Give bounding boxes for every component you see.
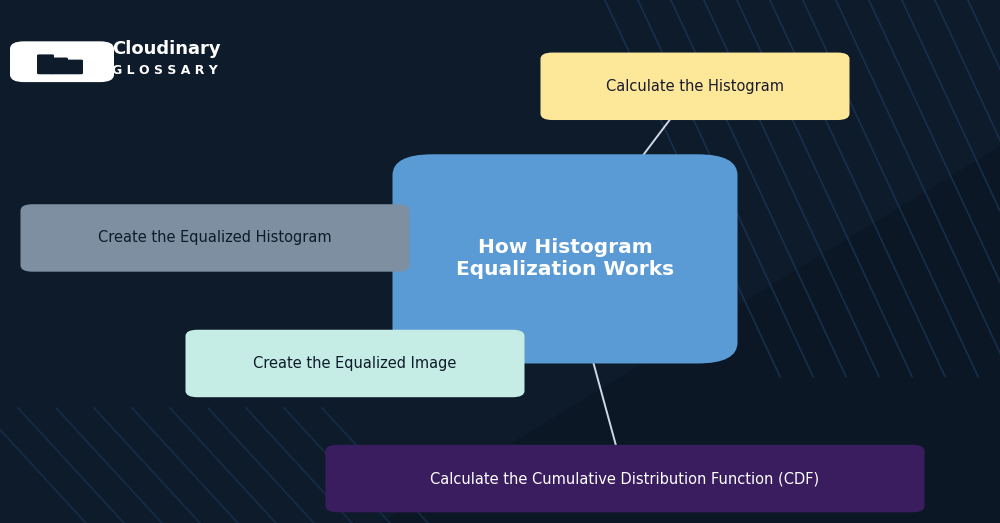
Text: Create the Equalized Histogram: Create the Equalized Histogram <box>98 231 332 245</box>
Text: Create the Equalized Image: Create the Equalized Image <box>253 356 457 371</box>
Text: Calculate the Histogram: Calculate the Histogram <box>606 79 784 94</box>
Text: Cloudinary: Cloudinary <box>112 40 221 58</box>
FancyBboxPatch shape <box>66 60 83 74</box>
FancyBboxPatch shape <box>51 58 68 74</box>
Text: How Histogram
Equalization Works: How Histogram Equalization Works <box>456 238 674 279</box>
Text: Calculate the Cumulative Distribution Function (CDF): Calculate the Cumulative Distribution Fu… <box>430 471 820 486</box>
FancyBboxPatch shape <box>20 204 410 272</box>
Text: G L O S S A R Y: G L O S S A R Y <box>112 64 218 76</box>
FancyBboxPatch shape <box>37 54 54 74</box>
FancyBboxPatch shape <box>540 53 849 120</box>
FancyBboxPatch shape <box>392 154 738 363</box>
FancyBboxPatch shape <box>185 330 524 397</box>
FancyBboxPatch shape <box>326 445 924 513</box>
FancyBboxPatch shape <box>10 41 114 82</box>
Polygon shape <box>380 146 1000 523</box>
